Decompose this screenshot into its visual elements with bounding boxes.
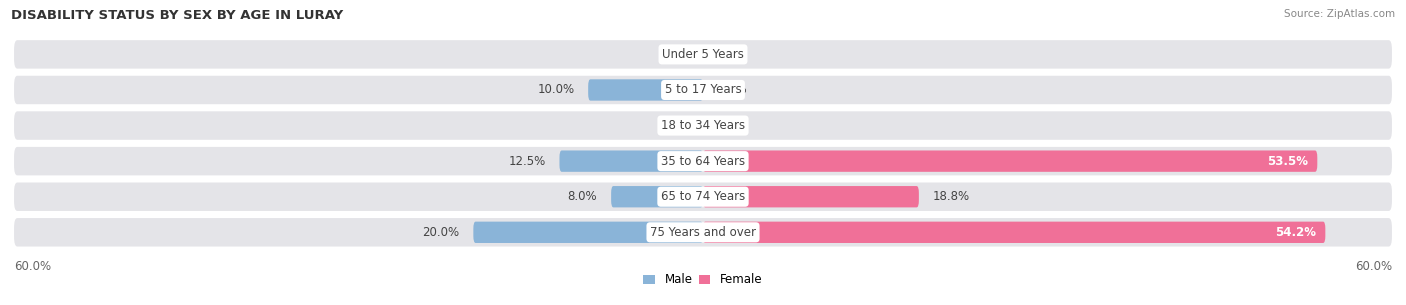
FancyBboxPatch shape xyxy=(14,111,1392,140)
FancyBboxPatch shape xyxy=(14,182,1392,211)
FancyBboxPatch shape xyxy=(14,76,1392,104)
Text: 75 Years and over: 75 Years and over xyxy=(650,226,756,239)
FancyBboxPatch shape xyxy=(703,186,920,207)
Text: 60.0%: 60.0% xyxy=(1355,260,1392,273)
Text: 35 to 64 Years: 35 to 64 Years xyxy=(661,155,745,168)
Text: 0.0%: 0.0% xyxy=(717,84,747,96)
Text: 53.5%: 53.5% xyxy=(1267,155,1308,168)
Text: 0.0%: 0.0% xyxy=(659,119,689,132)
FancyBboxPatch shape xyxy=(14,147,1392,175)
Text: 5 to 17 Years: 5 to 17 Years xyxy=(665,84,741,96)
FancyBboxPatch shape xyxy=(703,222,1326,243)
Text: 18.8%: 18.8% xyxy=(932,190,970,203)
FancyBboxPatch shape xyxy=(560,150,703,172)
Text: 0.0%: 0.0% xyxy=(717,48,747,61)
Legend: Male, Female: Male, Female xyxy=(638,269,768,291)
Text: Source: ZipAtlas.com: Source: ZipAtlas.com xyxy=(1284,9,1395,19)
Text: 8.0%: 8.0% xyxy=(568,190,598,203)
Text: 18 to 34 Years: 18 to 34 Years xyxy=(661,119,745,132)
Text: 0.0%: 0.0% xyxy=(659,48,689,61)
FancyBboxPatch shape xyxy=(703,150,1317,172)
Text: 65 to 74 Years: 65 to 74 Years xyxy=(661,190,745,203)
FancyBboxPatch shape xyxy=(474,222,703,243)
Text: 12.5%: 12.5% xyxy=(509,155,546,168)
FancyBboxPatch shape xyxy=(14,218,1392,246)
Text: Under 5 Years: Under 5 Years xyxy=(662,48,744,61)
Text: 0.0%: 0.0% xyxy=(717,119,747,132)
Text: 60.0%: 60.0% xyxy=(14,260,51,273)
FancyBboxPatch shape xyxy=(14,40,1392,69)
FancyBboxPatch shape xyxy=(588,79,703,101)
FancyBboxPatch shape xyxy=(612,186,703,207)
Text: 54.2%: 54.2% xyxy=(1275,226,1316,239)
Text: DISABILITY STATUS BY SEX BY AGE IN LURAY: DISABILITY STATUS BY SEX BY AGE IN LURAY xyxy=(11,9,343,22)
Text: 20.0%: 20.0% xyxy=(422,226,460,239)
Text: 10.0%: 10.0% xyxy=(537,84,575,96)
